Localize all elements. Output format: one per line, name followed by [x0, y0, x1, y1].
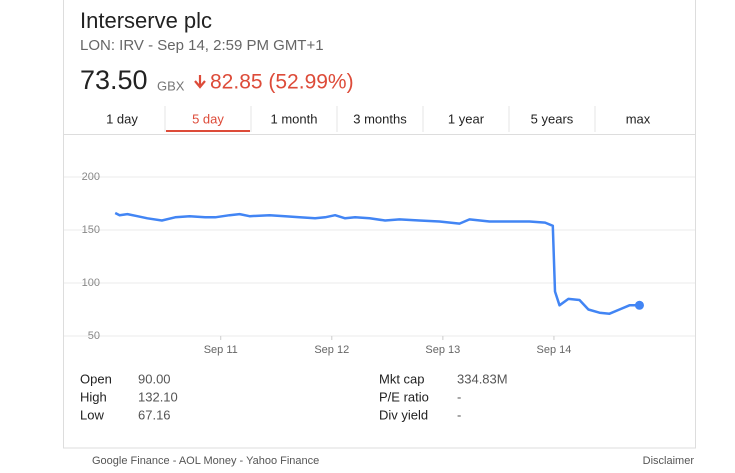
- x-tick-label: Sep 13: [425, 344, 460, 356]
- y-tick-label: 150: [82, 224, 100, 236]
- stat-value: 67.16: [138, 407, 171, 422]
- stat-label: High: [80, 389, 107, 404]
- tab[interactable]: 1 day: [106, 111, 138, 126]
- price-line: [114, 211, 640, 315]
- stat-value: 132.10: [138, 389, 178, 404]
- tab[interactable]: 1 month: [271, 111, 318, 126]
- stat-value: -: [457, 389, 461, 404]
- price: 73.50: [80, 65, 148, 95]
- y-tick-label: 50: [88, 330, 100, 342]
- tab[interactable]: max: [626, 111, 651, 126]
- last-point: [634, 300, 644, 310]
- tab[interactable]: 5 years: [531, 111, 574, 126]
- stat-label: P/E ratio: [379, 389, 429, 404]
- stat-value: 90.00: [138, 371, 171, 386]
- stat-label: Open: [80, 371, 112, 386]
- x-tick-label: Sep 12: [314, 344, 349, 356]
- card: [63, 0, 696, 449]
- stat-value: -: [457, 407, 461, 422]
- disclaimer[interactable]: Disclaimer: [643, 455, 695, 467]
- stat-label: Low: [80, 407, 104, 422]
- title: Interserve plc: [80, 8, 212, 33]
- sources: Google Finance - AOL Money - Yahoo Finan…: [92, 455, 319, 467]
- tab[interactable]: 5 day: [192, 111, 224, 126]
- stat-label: Mkt cap: [379, 371, 425, 386]
- stat-label: Div yield: [379, 407, 428, 422]
- currency: GBX: [157, 78, 185, 93]
- subtitle: LON: IRV - Sep 14, 2:59 PM GMT+1: [80, 37, 324, 54]
- down-arrow: [194, 75, 206, 89]
- y-tick-label: 100: [82, 277, 100, 289]
- tab[interactable]: 3 months: [353, 111, 407, 126]
- x-tick-label: Sep 11: [204, 344, 238, 356]
- y-tick-label: 200: [82, 171, 100, 183]
- tab-underline: [166, 130, 250, 132]
- stat-value: 334.83M: [457, 371, 508, 386]
- x-tick-label: Sep 14: [537, 344, 572, 356]
- change: 82.85 (52.99%): [210, 71, 354, 94]
- tab[interactable]: 1 year: [448, 111, 485, 126]
